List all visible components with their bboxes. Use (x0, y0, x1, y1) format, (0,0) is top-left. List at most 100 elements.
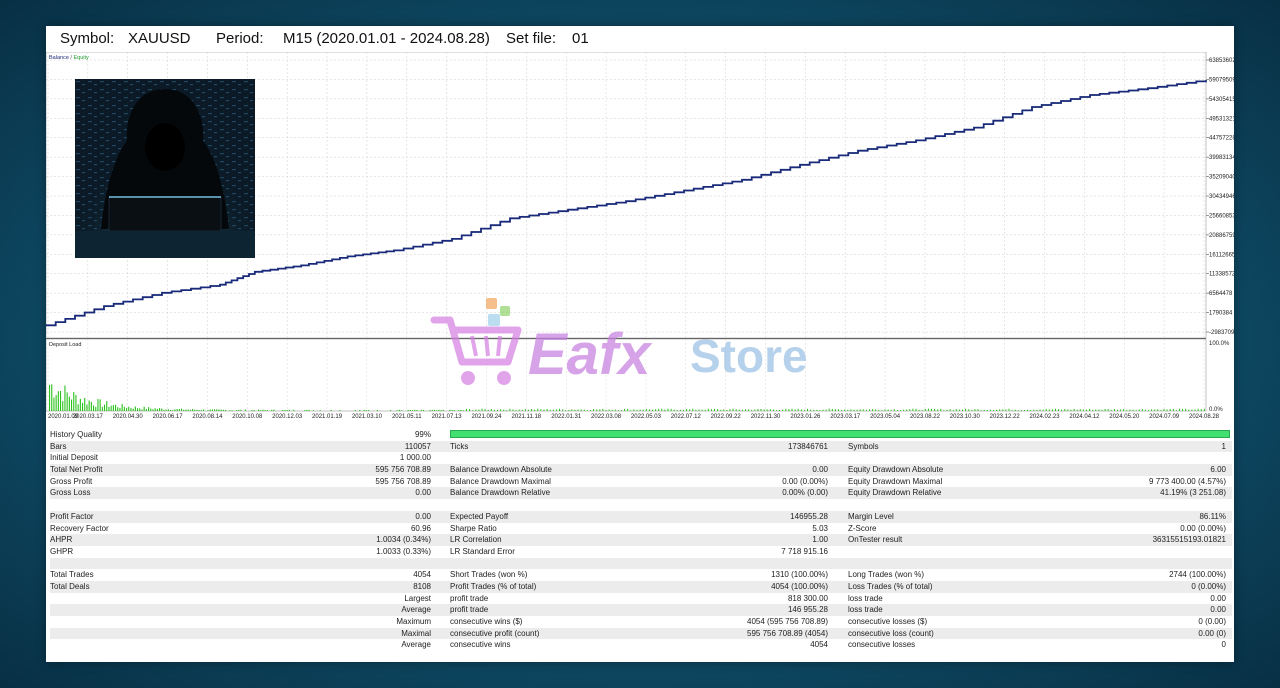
deposit-load-bar (757, 408, 759, 411)
date-tick-label: 2023.05.04 (870, 414, 901, 420)
deposit-load-bar (661, 408, 663, 411)
deposit-load-bar (599, 409, 601, 411)
stat-value-3: 0 (0.00%) (1191, 581, 1226, 591)
deposit-load-bar (748, 409, 750, 411)
deposit-load-bar (927, 408, 929, 411)
report-header: Symbol: XAUUSD Period: M15 (2020.01.01 -… (46, 26, 1234, 52)
stat-value-2: 4054 (595 756 708.89) (747, 617, 828, 626)
deposit-load-bar (150, 408, 152, 411)
deposit-load-bar (559, 408, 560, 411)
deposit-load-bar (458, 410, 460, 411)
deposit-load-bar (264, 410, 266, 411)
deposit-load-bar (645, 409, 647, 411)
deposit-load-bar (1179, 408, 1180, 411)
deposit-load-bar (475, 409, 477, 411)
deposit-load-bar (472, 410, 474, 411)
stat-label-3: Margin Level (848, 511, 894, 521)
deposit-load-bar (304, 410, 306, 411)
stat-label-3: consecutive losses ($) (848, 617, 928, 626)
deposit-load-bar (741, 409, 743, 411)
deposit-load-bar (115, 404, 117, 411)
deposit-load-bar (1129, 409, 1131, 411)
deposit-load-bar (119, 408, 121, 411)
deposit-load-bar (847, 409, 849, 411)
deposit-load-bar (306, 409, 308, 411)
deposit-load-bar (540, 409, 542, 411)
deposit-ytick-top: 100.0% (1209, 341, 1230, 347)
deposit-load-bar (57, 391, 59, 411)
deposit-load-bar (624, 409, 626, 411)
deposit-load-bar (652, 409, 653, 411)
deposit-load-bar (216, 409, 218, 411)
deposit-load-bar (359, 410, 361, 411)
date-tick-label: 2024.08.28 (1189, 414, 1220, 420)
deposit-load-bar (577, 409, 579, 411)
deposit-load-bar (692, 408, 694, 411)
stat-row: Total Net Profit 595 756 708.89 Balance Dr… (50, 464, 1232, 476)
deposit-load-bar (819, 410, 821, 411)
deposit-load-bar (106, 401, 108, 411)
deposit-load-bar (481, 408, 483, 411)
symbol-label: Symbol: (60, 30, 115, 47)
deposit-load-bar (825, 409, 827, 411)
stat-row: Maximal consecutive profit (count) 595 756… (50, 627, 1232, 640)
deposit-load-bar (971, 410, 973, 411)
deposit-load-bar (1011, 410, 1013, 411)
stat-row: AHPR 1.0034 (0.34%) LR Correlation 1.00 OnTe… (50, 534, 1232, 546)
deposit-load-bar (993, 410, 994, 411)
deposit-load-bar (293, 409, 295, 411)
stat-label-2: profit trade (450, 593, 489, 603)
deposit-load-bar (79, 398, 81, 411)
deposit-load-bar (924, 408, 926, 411)
deposit-load-bar (1144, 409, 1146, 411)
deposit-load-bar (172, 410, 174, 411)
date-tick-label: 2023.03.17 (830, 414, 861, 420)
deposit-load-bar (225, 409, 227, 411)
deposit-load-bar (156, 409, 158, 411)
deposit-load-bar (1157, 409, 1159, 411)
deposit-load-bar (313, 410, 315, 411)
balance-ytick-label: 35209040 (1209, 175, 1234, 181)
deposit-load-bar (555, 409, 557, 411)
stat-value-3: 1 (1221, 441, 1226, 451)
deposit-load-bar (1048, 409, 1050, 411)
history-quality-label: History Quality (50, 430, 103, 439)
stat-label-3: Equity Drawdown Relative (848, 488, 942, 498)
eafx-store-watermark: Eafx Store (430, 298, 808, 387)
deposit-load-bar (1154, 409, 1156, 411)
deposit-load-bar (1191, 409, 1193, 411)
deposit-load-bar (1092, 410, 1094, 411)
deposit-load-bar (490, 409, 492, 411)
deposit-load-bar (330, 409, 332, 411)
deposit-load-bar (161, 408, 163, 411)
deposit-load-bar (1073, 408, 1075, 411)
deposit-load-bar (170, 410, 172, 411)
deposit-load-bar (962, 409, 963, 411)
deposit-load-bar (1098, 409, 1100, 411)
deposit-load-bar (658, 408, 660, 411)
deposit-load-bar (679, 409, 681, 411)
balance-y-axis: 63853602 59079509 54305415 49531321 44757228… (1206, 58, 1234, 336)
deposit-load-bar (528, 409, 529, 411)
legend-balance: Balance / Equity (49, 55, 89, 61)
deposit-load-bar (222, 409, 224, 411)
deposit-load-bar (506, 410, 508, 411)
deposit-load-bar (1172, 409, 1174, 411)
deposit-load-bar (390, 410, 392, 411)
deposit-load-bar (97, 399, 99, 411)
history-quality-value: 99% (414, 430, 431, 439)
deposit-load-bar (670, 408, 672, 411)
deposit-load-bar (831, 408, 833, 411)
deposit-load-bar (785, 408, 787, 411)
deposit-load-bar (903, 409, 905, 411)
deposit-load-bar (813, 409, 815, 411)
date-tick-label: 2024.07.09 (1149, 414, 1180, 420)
hooded-figure-image (75, 79, 255, 258)
deposit-load-bar (900, 410, 901, 411)
deposit-load-bar (1014, 409, 1016, 411)
deposit-load-bar (571, 409, 573, 411)
deposit-load-bar (284, 410, 286, 411)
deposit-load-bar (893, 409, 895, 411)
deposit-load-bar (791, 408, 793, 411)
deposit-load-bar (667, 408, 669, 411)
